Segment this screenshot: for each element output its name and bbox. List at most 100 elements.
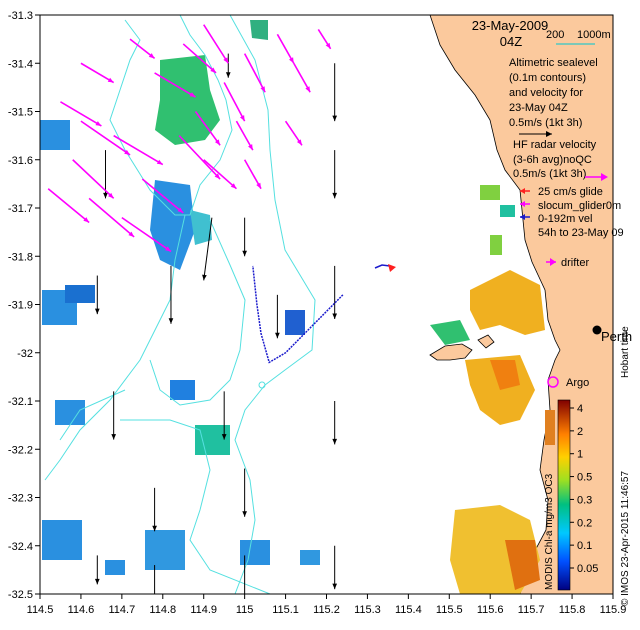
velocity-vector	[203, 159, 237, 190]
vector-head	[148, 53, 155, 59]
vector-head	[225, 72, 231, 78]
vector-head	[230, 183, 237, 189]
legend-sealevel-arrow	[519, 131, 552, 137]
vector-head	[108, 192, 114, 199]
vector-head	[289, 57, 294, 64]
vector-head	[325, 42, 331, 49]
velocity-vector	[72, 159, 115, 199]
vector-head	[248, 144, 253, 151]
legend-drifter-arrow	[546, 258, 556, 266]
x-tick-label: 114.6	[68, 604, 95, 616]
legend-drifter: drifter	[561, 257, 589, 269]
vector-head	[124, 149, 131, 155]
velocity-vector	[47, 188, 90, 224]
legend-glider-line-1: 25 cm/s glide	[538, 186, 603, 198]
x-tick-label: 114.5	[27, 604, 54, 616]
y-tick-label: -31.5	[8, 107, 33, 119]
island	[429, 343, 473, 361]
vector-head	[111, 434, 117, 440]
vector-head	[332, 115, 338, 122]
vector-head	[94, 578, 100, 585]
velocity-vector	[293, 62, 311, 93]
scale-label-200: 200	[546, 29, 564, 41]
hobart-time-label: Hobart time	[620, 326, 631, 378]
y-tick-label: -32.3	[8, 493, 33, 505]
y-tick-label: -31.4	[8, 58, 33, 70]
x-axis: 114.5 114.6 114.7 114.8 114.9 115 115.1 115.2 11…	[27, 594, 626, 616]
velocity-vector	[223, 82, 246, 122]
colorbar-tick-label: 0.1	[577, 540, 592, 552]
y-tick-label: -32.5	[8, 589, 33, 601]
legend-radar-arrow	[585, 173, 608, 181]
perth-label: Perth	[601, 329, 632, 344]
legend-glider-line-3: 0-192m vel	[538, 213, 592, 225]
y-tick-label: -31.6	[8, 155, 33, 167]
argo-label: Argo	[566, 377, 589, 389]
legend-glider-arrows	[520, 188, 530, 220]
vector-head	[275, 332, 280, 339]
vector-head	[332, 438, 338, 445]
x-tick-label: 115.4	[395, 604, 422, 616]
scale-label-1000: 1000m	[577, 29, 611, 41]
colorbar-ticks: 4 2 1 0.5 0.3 0.2 0.1 0.05	[570, 403, 598, 575]
drifter-track	[374, 264, 396, 272]
vector-head	[95, 121, 102, 126]
velocity-vector	[154, 72, 196, 98]
legend-glider-line-4: 54h to 23-May 09	[538, 227, 624, 239]
velocity-vector	[235, 120, 254, 151]
legend-sealevel-speed: 0.5m/s (1kt 3h)	[509, 117, 582, 129]
legend-radar-line-1: HF radar velocity	[513, 139, 597, 151]
legend-radar-line-2: (3-6h avg)noQC	[513, 154, 592, 166]
velocity-vector	[113, 134, 164, 166]
colorbar-tick-label: 0.05	[577, 563, 598, 575]
velocity-vector	[243, 159, 262, 190]
y-tick-label: -32.1	[8, 396, 33, 408]
x-tick-label: 115.7	[518, 604, 545, 616]
colorbar-tick-label: 2	[577, 426, 583, 438]
colorbar-tick-label: 0.2	[577, 517, 592, 529]
x-tick-label: 115.3	[354, 604, 381, 616]
colorbar-title: MODIS Chl-a mg/m3 OC3	[544, 473, 555, 590]
vector-head	[103, 192, 108, 199]
legend-sealevel-line-3: and velocity for	[509, 87, 583, 99]
colorbar	[557, 399, 571, 591]
vector-head	[260, 86, 266, 93]
vector-head	[189, 92, 196, 98]
vector-head	[305, 86, 311, 93]
perth-marker	[592, 325, 602, 335]
x-tick-label: 115	[236, 604, 254, 616]
x-tick-label: 114.7	[108, 604, 135, 616]
y-tick-label: -32.4	[8, 541, 33, 553]
velocity-vector	[203, 24, 229, 64]
velocity-vector	[80, 62, 115, 84]
glider-path	[252, 265, 344, 364]
vector-head	[177, 207, 184, 213]
y-tick-label: -31.3	[8, 10, 33, 22]
y-axis: -31.3 -31.4 -31.5 -31.6 -31.7 -31.8 -31.9 -32 -3…	[8, 10, 40, 601]
vector-head	[221, 434, 227, 440]
vector-head	[332, 313, 338, 319]
velocity-vector	[121, 216, 172, 253]
hf-radar-vectors	[47, 24, 332, 253]
vector-head	[332, 583, 338, 590]
x-tick-label: 115.8	[559, 604, 586, 616]
island	[477, 334, 495, 349]
legend-sealevel-line-1: Altimetric sealevel	[509, 57, 598, 69]
vector-head	[165, 246, 171, 252]
velocity-vector	[178, 135, 221, 180]
legend-sealevel-line-4: 23-May 04Z	[509, 102, 568, 114]
vector-head	[168, 318, 174, 324]
y-tick-label: -32.2	[8, 444, 33, 456]
vector-head	[332, 192, 338, 199]
vector-head	[202, 274, 207, 281]
credit-text: © IMOS 23-Apr-2015 11:46:57	[620, 471, 631, 606]
legend-radar-speed: 0.5m/s (1kt 3h)	[513, 168, 586, 180]
colorbar-tick-label: 4	[577, 403, 583, 415]
vector-head	[107, 77, 114, 83]
vector-head	[94, 308, 100, 315]
vector-head	[223, 57, 229, 64]
vector-head	[242, 511, 247, 517]
colorbar-tick-label: 1	[577, 449, 583, 461]
y-tick-label: -31.7	[8, 203, 33, 215]
